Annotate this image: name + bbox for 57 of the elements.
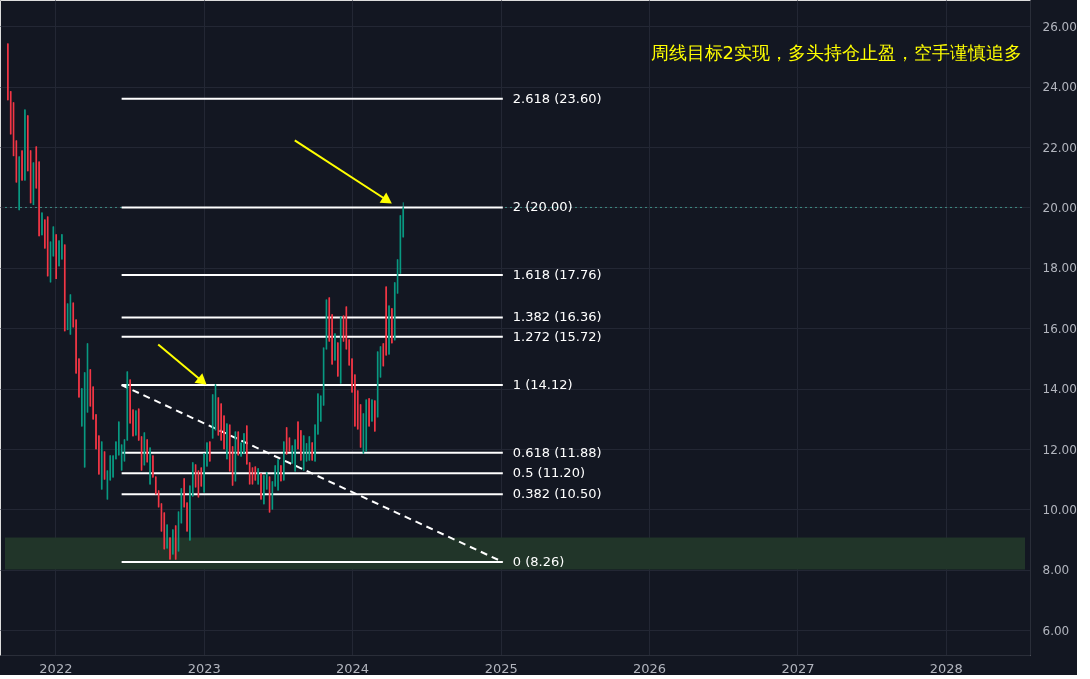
series-label: 1 (14.12): [512, 377, 573, 393]
y-tick-label: 20.00: [1042, 200, 1077, 215]
candlestick: [24, 109, 26, 182]
candlestick: [226, 422, 228, 460]
candlestick: [209, 441, 211, 462]
y-tick-label: 16.00: [1042, 321, 1077, 336]
candlestick: [260, 473, 262, 500]
candlestick: [334, 332, 336, 362]
candlestick: [152, 454, 154, 478]
series-label: 0.618 (11.88): [512, 444, 602, 460]
candlestick: [169, 537, 171, 561]
candlestick: [55, 233, 57, 280]
x-tick-label: 2022: [39, 660, 73, 676]
series-label: 0.382 (10.50): [512, 486, 602, 502]
candlestick: [135, 409, 137, 436]
y-tick-label: 22.00: [1042, 140, 1077, 155]
series-label: 2.618 (23.60): [512, 90, 602, 106]
series-label: 0 (8.26): [512, 553, 565, 569]
candlestick: [257, 467, 259, 485]
y-tick-label: 8.00: [1042, 563, 1070, 578]
annotation: 周线目标2实现，多头持仓止盈，空手谨慎追多: [650, 42, 1022, 63]
x-tick-label: 2026: [633, 660, 667, 676]
candlestick: [371, 399, 373, 423]
candlestick: [374, 399, 376, 433]
series-label: 2 (20.00): [512, 199, 573, 215]
x-tick-label: 2024: [336, 660, 370, 676]
candlestick: [391, 307, 393, 344]
candlestick: [311, 441, 314, 462]
candlestick: [41, 212, 43, 236]
candlestick: [166, 524, 168, 549]
y-tick-label: 26.00: [1042, 19, 1077, 34]
candlestick: [18, 155, 21, 211]
candlestick: [337, 341, 339, 378]
candlestick: [368, 397, 370, 427]
x-tick-label: 2025: [484, 660, 518, 676]
candlestick: [388, 305, 390, 356]
y-tick-label: 14.00: [1042, 382, 1077, 397]
y-tick-label: 10.00: [1042, 502, 1077, 517]
series-label: 1.382 (16.36): [512, 309, 602, 325]
series-label: 0.5 (11.20): [512, 465, 585, 481]
candlestick: [21, 149, 23, 182]
x-tick-label: 2028: [929, 660, 963, 676]
candlestick: [294, 438, 296, 472]
y-tick-label: 6.00: [1042, 623, 1070, 638]
candlestick: [149, 447, 151, 485]
candlestick: [263, 474, 265, 505]
candlestick: [277, 458, 279, 491]
candlestick: [243, 432, 245, 455]
y-tick-label: 12.00: [1042, 442, 1077, 457]
y-tick-label: 18.00: [1042, 261, 1077, 276]
series-label: 1.272 (15.72): [512, 328, 602, 344]
series-label: 1.618 (17.76): [512, 267, 602, 283]
y-tick-label: 24.00: [1042, 80, 1077, 95]
x-tick-label: 2023: [187, 660, 221, 676]
candlestick: [172, 528, 174, 555]
x-tick-label: 2027: [781, 660, 815, 676]
candlestick: [280, 464, 282, 482]
